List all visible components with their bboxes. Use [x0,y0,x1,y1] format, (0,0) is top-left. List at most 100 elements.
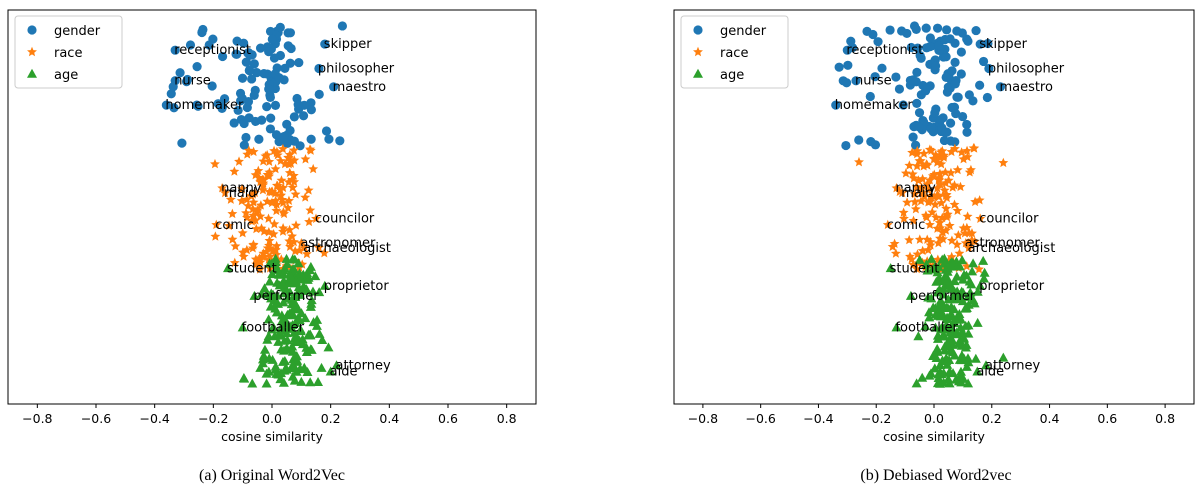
word-label: maid [224,186,256,201]
race-point [278,226,288,236]
race-point [911,263,922,274]
gender-point [953,92,963,102]
race-point [934,217,945,228]
word-label: astronomer [300,236,376,251]
annotated-point [981,360,991,370]
gender-point [274,73,284,83]
race-point [900,168,911,178]
age-point [282,258,293,268]
race-point [908,173,919,183]
x-tick-label: 0.4 [379,411,399,426]
age-point [932,343,943,353]
age-point [300,313,311,323]
annotated-point [161,100,171,110]
race-point [932,157,943,167]
race-point [300,192,311,202]
legend-marker-race [27,46,37,57]
age-point [943,373,954,383]
age-point [239,373,250,383]
gender-point [914,122,924,132]
race-point [953,230,964,240]
gender-point [898,100,908,110]
age-point [926,253,937,263]
race-point [909,196,920,207]
gender-point [289,136,299,146]
annotated-point [831,100,841,110]
age-point [926,293,937,303]
age-point [278,269,289,279]
age-point [946,257,957,267]
x-tick-label: 0.8 [497,411,517,426]
race-point [254,264,265,274]
x-tick-label: 0.4 [1040,411,1060,426]
gender-point [846,36,856,46]
x-tick-label: 0.8 [1155,411,1175,426]
age-point [298,281,309,291]
gender-point [854,135,864,145]
race-point [925,240,936,250]
race-point [914,155,925,166]
age-point [924,370,935,380]
race-point [936,197,947,208]
age-point [285,287,296,297]
word-label: maid [901,186,934,201]
race-point [904,160,915,170]
age-point [961,339,972,349]
age-point [279,365,290,375]
race-point [946,146,957,157]
x-axis-title: cosine similarity [221,429,323,444]
x-tick-label: −0.8 [688,411,718,426]
x-tick-label: 0.0 [924,411,944,426]
age-point [299,362,310,372]
age-point [914,254,925,264]
gender-point [219,94,230,104]
word-label: attorney [985,358,1040,373]
race-point [917,245,928,256]
age-point [960,303,971,313]
race-point [210,231,221,241]
gender-point [289,112,299,122]
word-label: nurse [855,74,892,89]
gender-point [934,40,944,51]
race-point [313,242,324,252]
gender-point [865,91,875,102]
race-point [264,156,275,167]
age-point [940,272,951,282]
gender-point [217,102,227,112]
panel-b: −0.8 −0.6 −0.4 −0.2 0.0 0.2 0.4 0.6 0.8 cosine si… [673,9,1195,484]
race-point [924,175,935,185]
race-point [256,223,267,233]
race-point [949,143,960,154]
gender-point [978,56,989,67]
gender-point [306,105,316,115]
gender-point [926,124,936,134]
age-point [945,333,956,343]
race-point [898,207,909,217]
legend-label-age: age [54,68,78,83]
age-point [265,290,276,300]
age-point [954,308,965,318]
race-point [887,241,898,251]
race-point [248,240,259,250]
race-point [941,203,952,213]
race-point [238,247,248,257]
annotated-point [975,39,985,49]
age-point [972,286,983,296]
series-age [238,253,334,388]
age-point [972,317,983,327]
age-point [928,302,939,312]
race-point [264,235,275,245]
race-point [938,233,948,244]
race-point [926,145,937,155]
series-gender [166,21,347,151]
race-point [909,188,920,199]
gender-point [947,66,957,76]
race-point [276,190,286,200]
gender-point [941,52,951,62]
gender-point [294,57,304,68]
race-point [308,163,319,174]
race-point [912,145,923,156]
gender-point [925,41,935,52]
word-label: councilor [315,212,375,227]
gender-point [270,100,281,110]
